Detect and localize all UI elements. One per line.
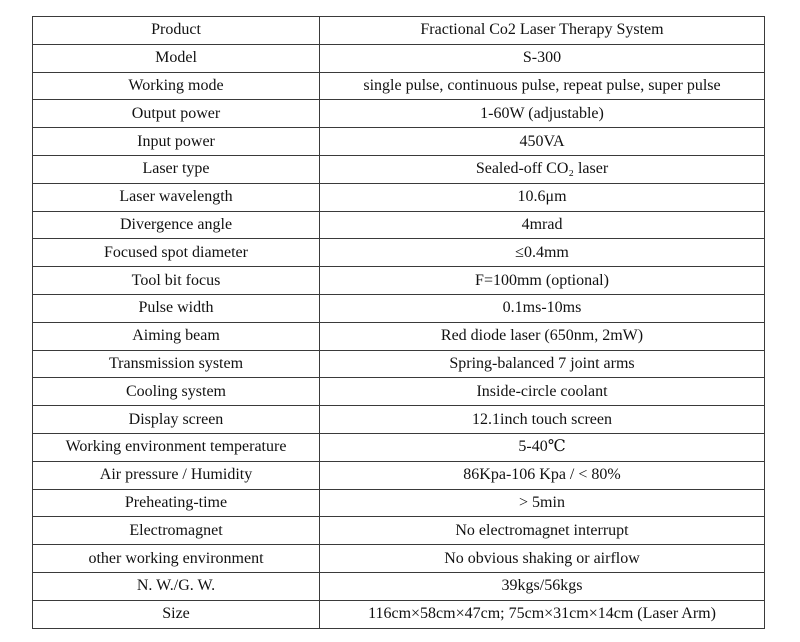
param-value: 5-40℃ (319, 432, 765, 462)
table-row: Cooling system Inside-circle coolant (32, 377, 765, 407)
param-name: Output power (32, 99, 320, 129)
param-value: > 5min (319, 488, 765, 518)
table-row: Tool bit focus F=100mm (optional) (32, 266, 765, 295)
table-row: Size 116cm×58cm×47cm; 75cm×31cm×14cm (La… (32, 599, 765, 629)
table-row: other working environment No obvious sha… (32, 544, 765, 573)
table-row: Pulse width 0.1ms-10ms (32, 293, 765, 323)
param-value: F=100mm (optional) (319, 266, 765, 295)
param-value: 1-60W (adjustable) (319, 99, 765, 129)
param-name: Focused spot diameter (32, 238, 320, 268)
param-value: 39kgs/56kgs (319, 571, 765, 601)
param-value: Sealed-off CO₂ laser (319, 154, 765, 184)
param-value: Red diode laser (650nm, 2mW) (319, 321, 765, 351)
param-value: ≤0.4mm (319, 238, 765, 268)
param-name: Laser type (32, 154, 320, 184)
param-name: N. W./G. W. (32, 571, 320, 601)
table-row: Working mode single pulse, continuous pu… (32, 71, 765, 101)
param-name: Cooling system (32, 377, 320, 407)
param-name: Laser wavelength (32, 182, 320, 212)
table-row: Model S-300 (32, 43, 765, 73)
param-name: Model (32, 43, 320, 73)
param-name: Divergence angle (32, 210, 320, 240)
table-row: Preheating-time > 5min (32, 488, 765, 518)
param-value: No obvious shaking or airflow (319, 544, 765, 573)
param-name: Working mode (32, 71, 320, 101)
spec-table-body: Product Fractional Co2 Laser Therapy Sys… (32, 16, 765, 629)
param-name: Preheating-time (32, 488, 320, 518)
param-value: 10.6μm (319, 182, 765, 212)
param-value: single pulse, continuous pulse, repeat p… (319, 71, 765, 101)
table-row: Electromagnet No electromagnet interrupt (32, 516, 765, 546)
param-name: Air pressure / Humidity (32, 460, 320, 490)
param-value: 116cm×58cm×47cm; 75cm×31cm×14cm (Laser A… (319, 599, 765, 629)
param-value: Spring-balanced 7 joint arms (319, 349, 765, 379)
table-row: N. W./G. W. 39kgs/56kgs (32, 571, 765, 601)
param-value: No electromagnet interrupt (319, 516, 765, 546)
param-value: Fractional Co2 Laser Therapy System (319, 16, 765, 45)
param-name: Size (32, 599, 320, 629)
param-value: 4mrad (319, 210, 765, 240)
param-name: Pulse width (32, 293, 320, 323)
table-row: Air pressure / Humidity 86Kpa-106 Kpa / … (32, 460, 765, 490)
param-name: other working environment (32, 544, 320, 573)
param-name: Electromagnet (32, 516, 320, 546)
table-row: Output power 1-60W (adjustable) (32, 99, 765, 129)
table-row: Laser wavelength 10.6μm (32, 182, 765, 212)
param-name: Input power (32, 127, 320, 156)
param-value: 86Kpa-106 Kpa / < 80% (319, 460, 765, 490)
param-value: 0.1ms-10ms (319, 293, 765, 323)
table-row: Divergence angle 4mrad (32, 210, 765, 240)
param-name: Display screen (32, 405, 320, 434)
table-row: Product Fractional Co2 Laser Therapy Sys… (32, 16, 765, 45)
table-row: Aiming beam Red diode laser (650nm, 2mW) (32, 321, 765, 351)
table-row: Display screen 12.1inch touch screen (32, 405, 765, 434)
param-value: Inside-circle coolant (319, 377, 765, 407)
table-row: Working environment temperature 5-40℃ (32, 432, 765, 462)
param-name: Tool bit focus (32, 266, 320, 295)
param-name: Aiming beam (32, 321, 320, 351)
param-name: Transmission system (32, 349, 320, 379)
table-row: Focused spot diameter ≤0.4mm (32, 238, 765, 268)
spec-table: Product Fractional Co2 Laser Therapy Sys… (32, 16, 765, 629)
param-value: S-300 (319, 43, 765, 73)
param-name: Working environment temperature (32, 432, 320, 462)
param-name: Product (32, 16, 320, 45)
table-row: Transmission system Spring-balanced 7 jo… (32, 349, 765, 379)
param-value: 450VA (319, 127, 765, 156)
table-row: Input power 450VA (32, 127, 765, 156)
table-row: Laser type Sealed-off CO₂ laser (32, 154, 765, 184)
param-value: 12.1inch touch screen (319, 405, 765, 434)
